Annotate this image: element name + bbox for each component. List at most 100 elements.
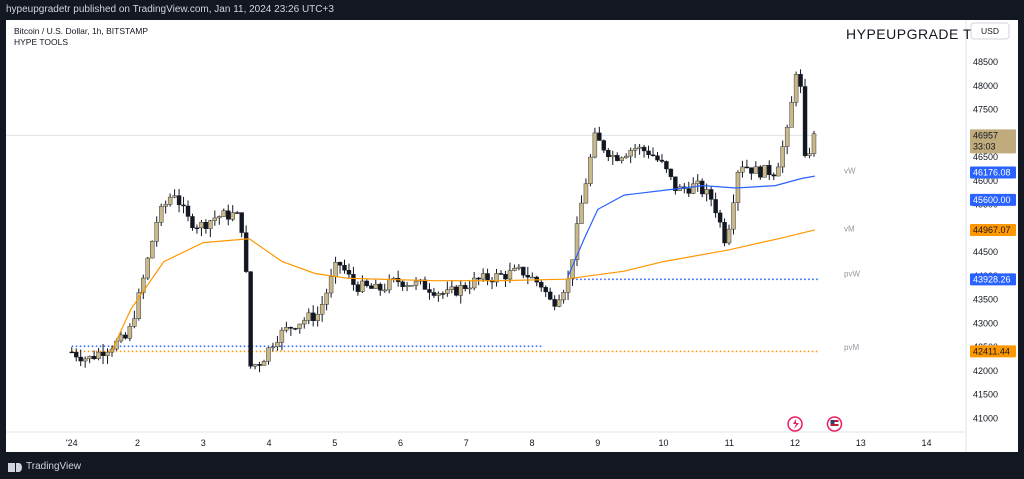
candle-body <box>458 285 463 296</box>
y-tick-label: 48000 <box>973 81 998 91</box>
flag-stripe-icon <box>830 424 839 426</box>
currency-button[interactable] <box>970 22 1010 40</box>
candle-body <box>699 180 705 195</box>
candle-body <box>610 155 615 158</box>
x-tick-label: 6 <box>398 438 403 448</box>
x-tick-label: '24 <box>66 438 78 448</box>
candle-body <box>127 326 133 339</box>
candle-body <box>498 273 504 275</box>
chart-frame[interactable]: vWvMpvWpvM410004150042000425004300043500… <box>6 20 1018 452</box>
price-badge-pvW <box>970 273 1016 286</box>
candle-body <box>319 304 325 315</box>
candle-body <box>789 101 794 128</box>
candle-body <box>476 277 481 280</box>
price-badge-value: 45600.00 <box>973 195 1011 205</box>
candle-body <box>771 174 776 177</box>
candle-body <box>243 232 249 272</box>
candle-body <box>364 280 370 286</box>
candle-body <box>431 292 437 296</box>
candle-body <box>731 202 736 230</box>
candle-body <box>279 329 285 343</box>
candle-body <box>655 155 660 161</box>
price-badge-pvM <box>970 345 1016 358</box>
candle-body <box>802 86 808 156</box>
candle-body <box>574 223 580 260</box>
y-tick-label: 41500 <box>973 390 998 400</box>
y-tick-label: 46000 <box>973 176 998 186</box>
candle-body <box>154 222 159 242</box>
candle-body <box>811 133 817 154</box>
legend-symbol: Bitcoin / U.S. Dollar, 1h, BITSTAMP <box>14 26 148 36</box>
candle-body <box>226 210 231 220</box>
candle-body <box>753 166 759 174</box>
candle-body <box>512 268 517 271</box>
candle-body <box>369 285 374 289</box>
candle-body <box>297 323 302 329</box>
candle-body <box>217 216 222 219</box>
candle-body <box>556 299 562 307</box>
candle-body <box>337 262 343 266</box>
candle-body <box>776 166 781 177</box>
price-badge-level <box>970 193 1016 206</box>
candle-body <box>597 132 602 141</box>
candle-body <box>185 205 191 217</box>
x-tick-label: 5 <box>332 438 337 448</box>
candle-body <box>463 285 468 289</box>
y-tick-label: 44500 <box>973 247 998 257</box>
candle-body <box>592 132 598 158</box>
candle-body <box>172 195 177 198</box>
candle-body <box>454 286 459 296</box>
legend-indicator: HYPE TOOLS <box>14 37 68 47</box>
candle-body <box>400 281 405 287</box>
candle-body <box>404 285 410 287</box>
price-badge-last-price <box>970 129 1016 154</box>
x-tick-label: 14 <box>922 438 932 448</box>
tradingview-brand: TradingView <box>26 461 82 472</box>
candle-body <box>543 287 548 293</box>
price-badge-vM <box>970 223 1016 236</box>
candle-body <box>190 216 195 229</box>
tradingview-logo-icon <box>8 462 22 472</box>
candle-body <box>726 228 732 244</box>
candle-body <box>132 318 137 327</box>
candle-body <box>717 212 723 223</box>
candle-body <box>302 320 307 325</box>
price-chart[interactable]: vWvMpvWpvM410004150042000425004300043500… <box>6 20 1018 452</box>
x-tick-label: 4 <box>267 438 272 448</box>
x-tick-label: 7 <box>464 438 469 448</box>
candle-body <box>623 155 629 159</box>
candle-body <box>136 292 142 319</box>
candle-body <box>579 202 584 224</box>
published-text: hypeupgradetr published on TradingView.c… <box>6 4 334 15</box>
candle-body <box>373 283 378 289</box>
candle-body <box>762 164 767 178</box>
candle-body <box>722 222 727 244</box>
candle-body <box>704 189 709 195</box>
candle-body <box>208 220 213 229</box>
y-tick-label: 47500 <box>973 105 998 115</box>
candle-body <box>324 292 329 305</box>
candle-body <box>798 74 803 87</box>
candle-body <box>181 204 186 207</box>
candle-body <box>793 74 799 103</box>
candle-body <box>650 154 656 157</box>
watermark: HYPEUPGRADE TR <box>846 26 983 42</box>
level-label-pvM: pvM <box>844 343 859 352</box>
candle-body <box>686 188 691 194</box>
candle-body <box>485 273 490 281</box>
candle-body <box>516 266 522 269</box>
candle-body <box>315 314 320 321</box>
candle-body <box>615 155 620 161</box>
candle-body <box>758 166 763 178</box>
vw-line <box>567 175 815 277</box>
y-tick-label: 43500 <box>973 295 998 305</box>
candle-body <box>695 180 700 185</box>
tradingview-logo[interactable]: TradingView <box>8 460 81 474</box>
candle-body <box>69 351 74 354</box>
candle-body <box>668 168 674 177</box>
candle-body <box>163 204 168 207</box>
level-label-vM: vM <box>844 224 855 233</box>
candle-body <box>471 277 477 289</box>
candle-body <box>293 328 298 330</box>
candle-body <box>507 270 513 280</box>
